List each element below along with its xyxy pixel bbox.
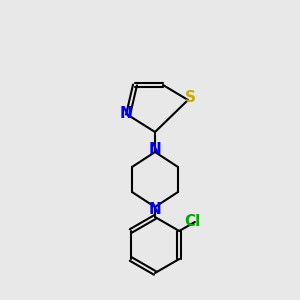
Text: N: N [148, 202, 161, 217]
Text: S: S [184, 91, 196, 106]
Text: Cl: Cl [185, 214, 201, 229]
Text: N: N [120, 106, 132, 122]
Text: N: N [148, 142, 161, 158]
